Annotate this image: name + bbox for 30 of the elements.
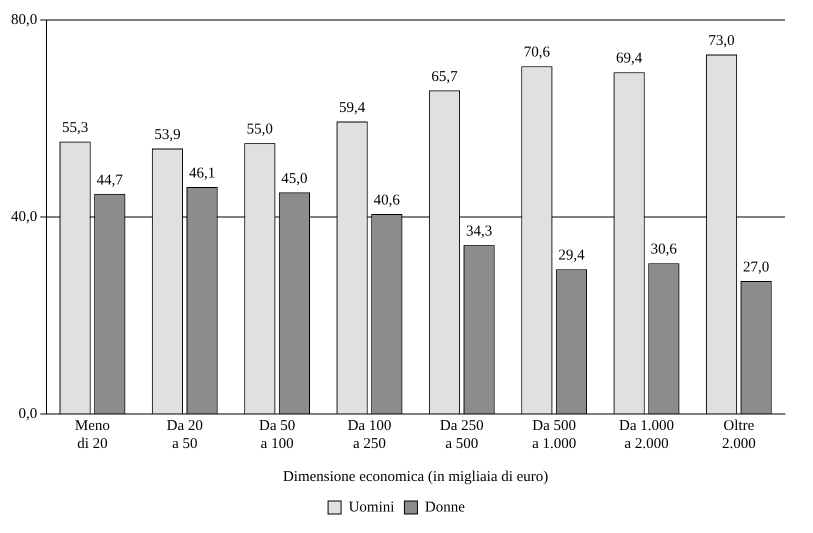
- data-label: 27,0: [743, 259, 770, 276]
- x-tick-label: Oltre 2.000: [722, 418, 756, 452]
- data-label: 73,0: [708, 32, 735, 49]
- y-tick-label: 80,0: [11, 12, 38, 28]
- data-label: 29,4: [558, 248, 586, 264]
- x-tick-label: Da 20 a 50: [166, 418, 203, 452]
- x-tick-label: Da 50 a 100: [258, 418, 296, 452]
- x-tick-label: Da 1.000 a 2.000: [618, 418, 674, 452]
- data-label: 45,0: [281, 170, 308, 187]
- data-label: 55,0: [246, 122, 273, 138]
- data-label: 40,6: [374, 192, 400, 208]
- data-label: 65,7: [431, 68, 458, 85]
- data-label: 44,7: [96, 172, 124, 188]
- y-tick-label: 40,0: [11, 208, 38, 225]
- legend-label: Donne: [424, 499, 466, 516]
- x-tick-label: Da 100 a 250: [348, 418, 392, 452]
- data-label: 46,1: [188, 165, 216, 182]
- x-tick-label: Meno di 20: [74, 418, 110, 452]
- data-label: 53,9: [154, 126, 181, 143]
- data-label: 30,6: [650, 242, 678, 258]
- x-tick-label: Da 250 a 500: [440, 418, 484, 452]
- data-label: 69,4: [616, 50, 643, 67]
- y-tick-label: 0,0: [18, 406, 38, 422]
- data-label: 70,6: [524, 44, 550, 61]
- x-tick-label: Da 500 a 1.000: [532, 418, 576, 452]
- data-label: 59,4: [339, 100, 366, 116]
- legend-label: Uomini: [348, 499, 394, 516]
- data-label: 34,3: [466, 224, 492, 240]
- x-axis-title: Dimensione economica (in migliaia di euro): [282, 468, 548, 485]
- data-label: 55,3: [62, 120, 88, 136]
